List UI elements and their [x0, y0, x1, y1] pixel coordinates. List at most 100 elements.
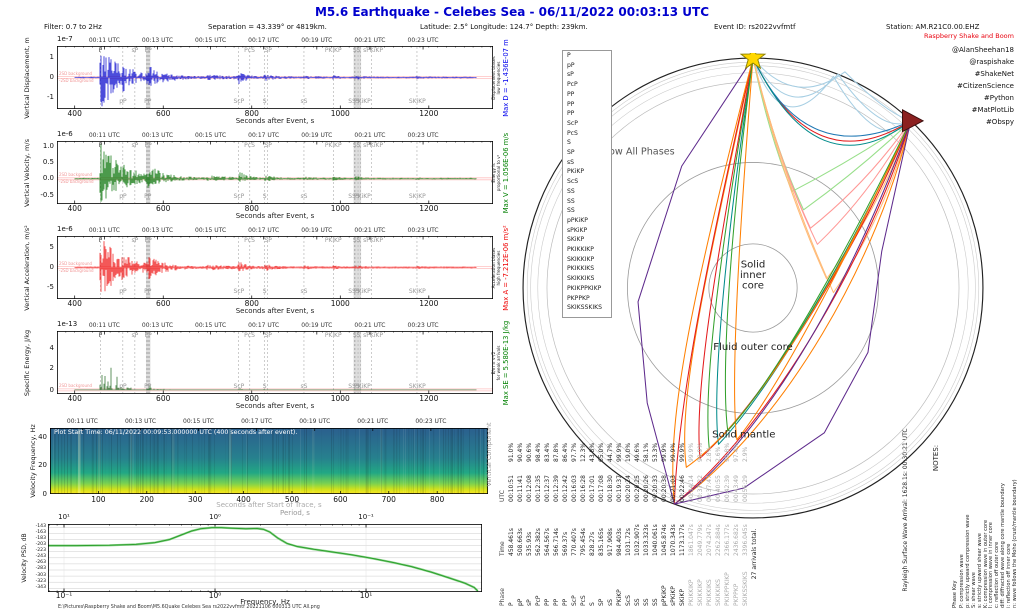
- ray-path-purple: [674, 120, 912, 505]
- seconds-tick-label: 800: [244, 394, 259, 403]
- phase-label-bottom: pP: [119, 383, 127, 390]
- ray-path-lorange: [752, 57, 912, 294]
- background-level-label: -2SD background: [59, 77, 94, 83]
- page-title: M5.6 Earthquake - Celebes Sea - 06/11/20…: [314, 5, 710, 19]
- table-cell: 99.9%: [616, 442, 623, 462]
- table-cell: 00:42:39: [724, 475, 731, 502]
- social-handle: #CitizenScience: [957, 82, 1014, 90]
- table-row: ScP 770.407s 00:16:03 97.7%: [570, 430, 579, 606]
- utc-tick-label: 00:11 UTC: [88, 322, 120, 329]
- ray-path-sky: [752, 57, 912, 132]
- utc-tick-label: 00:13 UTC: [141, 322, 174, 329]
- table-cell: PP: [562, 598, 569, 606]
- utc-tick-label: 00:21 UTC: [354, 132, 386, 139]
- trace-seconds-tick: 800: [430, 495, 445, 504]
- table-row: ScS 1031.72s 00:20:24 19.0%: [624, 430, 633, 606]
- table-cell: 00:43:49: [733, 475, 740, 502]
- waveform-max-label: Max D = -1.436E-07 m: [502, 38, 510, 117]
- note-line: for weak arrivals: [495, 345, 501, 380]
- phase-label-bottom: PKiKP: [354, 288, 371, 295]
- phase-label-top: SS: [352, 332, 361, 339]
- table-row: PP 569.37s 00:12:42 86.4%: [561, 430, 570, 606]
- phase-label-top: PcS: [244, 47, 255, 54]
- table-cell: 1032.907s: [634, 524, 641, 556]
- phase-label-bottom: PP: [144, 383, 152, 390]
- table-cell: PP: [544, 598, 551, 606]
- phase-label-bottom: sS: [300, 288, 308, 295]
- table-cell: PcS: [580, 595, 587, 606]
- y-tick-label: 4: [49, 343, 54, 352]
- waveform-plot-2: [57, 236, 493, 299]
- table-cell: SS: [643, 598, 650, 606]
- y-tick-label: 0.0: [42, 174, 54, 183]
- table-cell: 00:11:41: [517, 475, 524, 502]
- legend-phase-item: SKiKP: [567, 236, 585, 244]
- table-row: SS 1033.323s 00:20:26 58.1%: [642, 430, 651, 606]
- axis-scale-label: 1e-7: [57, 35, 73, 43]
- legend-phase-item: P: [567, 52, 571, 59]
- phase-label-bottom: sS: [300, 98, 308, 105]
- phase-label-top: PP: [144, 332, 152, 339]
- axis-scale-label: 1e-6: [57, 225, 73, 233]
- phase-label-top: SP: [264, 237, 272, 244]
- psd-ytick: -303: [35, 572, 46, 578]
- table-row: sP 535.93s 00:12:08 90.6%: [525, 430, 534, 606]
- phase-label-top: sPKiKP: [363, 47, 383, 54]
- psd-xlabel: Frequency, Hz: [240, 598, 290, 606]
- inner-core-label: inner: [740, 270, 767, 281]
- legend-phase-item: PP: [567, 110, 575, 118]
- table-row: SS 1040.061s 00:20:33 53.3%: [651, 430, 660, 606]
- table-cell: ScS: [625, 595, 632, 606]
- frequency-tick: 40: [38, 433, 47, 442]
- phase-label-bottom: SKiKP: [408, 193, 426, 200]
- frequency-tick: 10⁻¹: [55, 591, 73, 600]
- background-level-label: -2SD background: [59, 267, 94, 273]
- frequency-tick: 20: [38, 461, 47, 470]
- table-cell: 99.9%: [688, 442, 695, 462]
- social-handle: #Python: [983, 94, 1014, 102]
- table-cell: 1031.72s: [625, 528, 632, 556]
- phase-label-top: sPKiKP: [363, 332, 383, 339]
- table-cell: 65.0%: [598, 442, 605, 462]
- spectrogram-plot: [50, 428, 488, 494]
- table-cell: pPKiKP: [661, 585, 668, 606]
- phase-label-top: PKiKP: [324, 47, 342, 54]
- background-level-label: 2SD background: [59, 172, 93, 178]
- table-cell: 00:37:47: [706, 475, 713, 502]
- utc-tick-label: 00:19 UTC: [301, 227, 333, 234]
- seconds-tick-label: 1200: [419, 394, 439, 403]
- psd-ytick: -323: [35, 578, 46, 584]
- table-cell: 99.9%: [661, 442, 668, 462]
- phase-label-bottom: SKiKP: [408, 98, 426, 105]
- table-cell: 00:34:14: [688, 475, 695, 502]
- filter-info: Filter: 0.7 to 2Hz: [44, 23, 102, 31]
- y-tick-label: 0: [49, 263, 54, 271]
- table-cell: 1173.177s: [679, 524, 686, 556]
- table-cell: 00:12:42: [562, 475, 569, 502]
- legend-phase-item: PP: [567, 100, 575, 108]
- phase-label-bottom: ScP: [233, 383, 245, 390]
- trace-seconds-tick: 500: [284, 495, 300, 504]
- phase-label-bottom: S: [262, 98, 267, 105]
- station-id: Station: AM.R21C0.00.EHZ: [886, 23, 980, 31]
- event-id: Event ID: rs2022vvfmtf: [714, 23, 796, 31]
- y-tick-label: 0: [49, 385, 54, 394]
- table-cell: 00:20:26: [643, 475, 650, 502]
- phase-label-top: SP: [264, 142, 272, 149]
- legend-phase-item: ScP: [567, 119, 578, 127]
- table-cell: S: [589, 602, 596, 606]
- table-row: PKIKKIKP 1861.047s 00:34:14 99.9%: [687, 430, 696, 606]
- background-level-label: 2SD background: [59, 71, 93, 76]
- ray-path-sky: [752, 57, 911, 122]
- table-cell: 1861.047s: [688, 524, 695, 556]
- seconds-tick-label: 800: [244, 299, 259, 308]
- ray-path-sky: [752, 57, 911, 125]
- table-cell: 91.0%: [508, 442, 515, 462]
- table-row: PKIKKIKS 2074.247s 00:37:47 2.8%: [705, 430, 714, 606]
- phase-label-top: sPKiKP: [363, 142, 383, 149]
- phase-label-bottom: pP: [119, 288, 127, 295]
- table-cell: 00:12:35: [535, 475, 542, 502]
- table-row: PKPPKP 2436.682s 00:43:49 97.4%: [732, 430, 741, 606]
- table-cell: SS: [652, 598, 659, 606]
- table-row: Phase Time UTC: [498, 430, 507, 606]
